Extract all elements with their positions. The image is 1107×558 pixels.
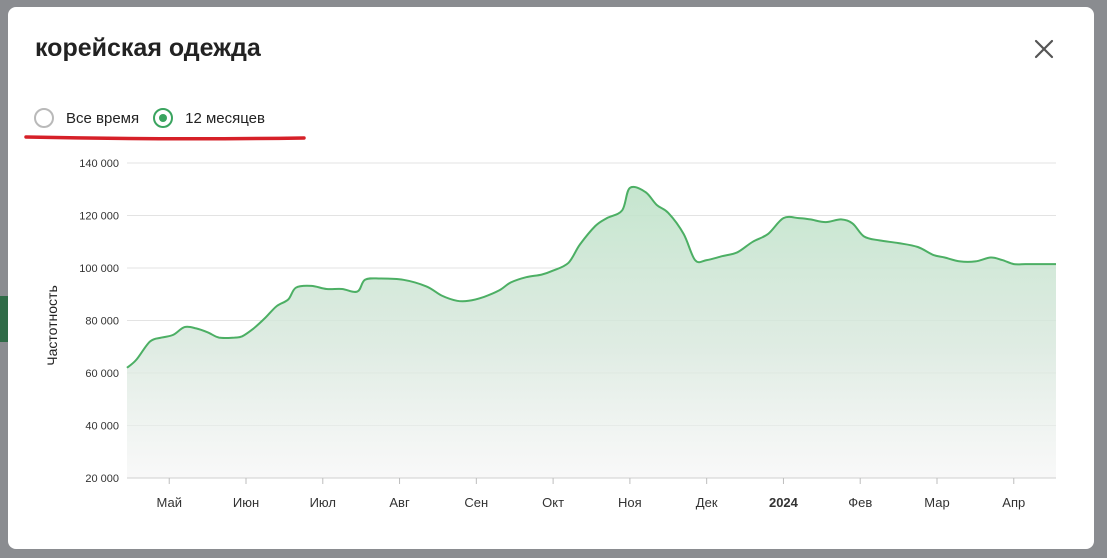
modal-dialog: корейская одежда Все время 12 месяцев 20… (8, 7, 1094, 549)
x-tick-label: Сен (464, 495, 488, 510)
x-tick-label: Мар (924, 495, 949, 510)
y-tick-label: 80 000 (85, 316, 119, 328)
radio-circle[interactable] (153, 108, 174, 128)
x-tick-label: Фев (848, 495, 872, 510)
series-area-fill (127, 186, 1056, 478)
radio-all-time[interactable]: Все время (34, 108, 139, 128)
x-tick-label: Авг (389, 495, 410, 510)
y-axis-label: Частотность (44, 285, 60, 366)
x-tick-label: Май (156, 495, 181, 510)
y-tick-label: 40 000 (85, 421, 119, 433)
radio-circle[interactable] (34, 108, 54, 128)
y-axis-ticks: 20 000 40 000 60 000 80 000 100 000 120 000 14… (79, 158, 119, 485)
y-tick-label: 20 000 (85, 473, 119, 485)
radio-12-months[interactable]: 12 месяцев (153, 108, 265, 128)
x-axis-ticks: Май Июн Июл Авг Сен Окт Ноя Дек 2024 Фев Мар Апр (156, 478, 1025, 510)
radio-label: Все время (66, 109, 140, 127)
red-underline-annotation (24, 135, 306, 141)
y-tick-label: 120 000 (79, 211, 119, 223)
background-button-fragment (0, 296, 8, 342)
area-layer (126, 185, 1056, 478)
x-tick-label: 2024 (769, 495, 799, 510)
period-radio-group: Все время 12 месяцев (34, 105, 279, 131)
y-tick-label: 140 000 (79, 158, 119, 170)
radio-label: 12 месяцев (185, 109, 265, 127)
x-tick-label: Апр (1002, 495, 1025, 510)
x-tick-label: Дек (696, 495, 718, 510)
modal-title: корейская одежда (35, 34, 261, 62)
x-tick-label: Июн (233, 495, 259, 510)
x-tick-label: Окт (542, 495, 564, 510)
y-tick-label: 100 000 (79, 263, 119, 275)
x-tick-label: Июл (310, 495, 336, 510)
series-line[interactable] (126, 185, 1056, 369)
frequency-area-chart: 20 000 40 000 60 000 80 000 100 000 120 000 14… (44, 158, 1056, 510)
x-tick-label: Ноя (618, 495, 642, 510)
close-x-icon[interactable] (1030, 35, 1058, 63)
y-tick-label: 60 000 (85, 368, 119, 380)
